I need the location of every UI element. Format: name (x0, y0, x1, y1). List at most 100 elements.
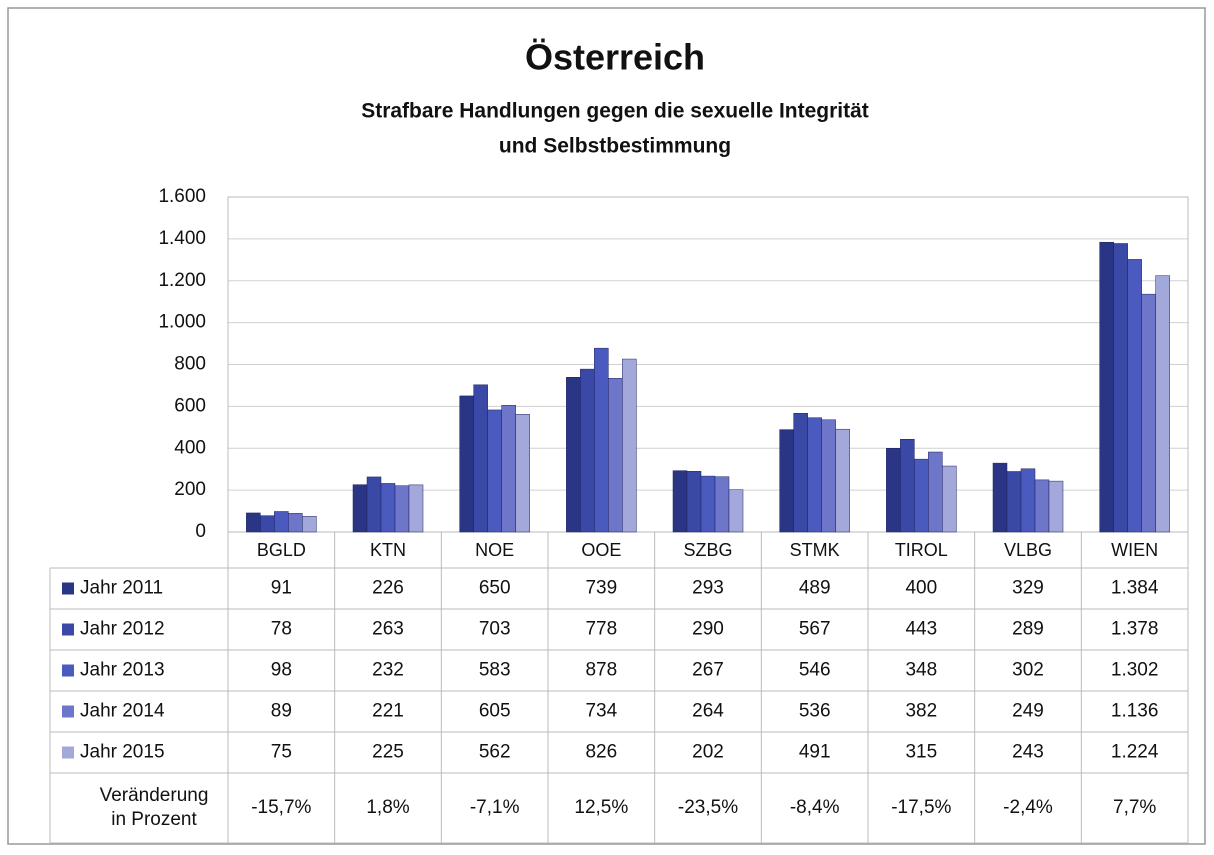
y-tick-label: 800 (174, 354, 206, 375)
bar (515, 414, 530, 533)
bar (1141, 293, 1156, 533)
table-cell: -17,5% (891, 797, 951, 818)
table-cell: 567 (799, 619, 831, 640)
table-cell: 382 (905, 701, 937, 722)
bar (900, 438, 915, 533)
table-cell: 290 (692, 619, 724, 640)
table-cell: 703 (479, 619, 511, 640)
x-tick-label: OOE (581, 540, 621, 560)
bar (807, 417, 822, 533)
y-tick-label: 0 (195, 521, 206, 542)
y-tick-label: 600 (174, 395, 206, 416)
table-cell: 650 (479, 578, 511, 599)
bar (886, 448, 901, 533)
table-cell: 226 (372, 578, 404, 599)
table-cell: 225 (372, 742, 404, 763)
table-cell: -23,5% (678, 797, 738, 818)
bar (260, 515, 275, 533)
bar (580, 368, 595, 533)
bar (366, 476, 382, 533)
y-tick-label: 400 (174, 437, 206, 458)
table-cell: 739 (585, 578, 617, 599)
table-cell: 12,5% (574, 797, 628, 818)
x-tick-label: NOE (475, 540, 514, 560)
bar (1099, 241, 1114, 533)
bar (928, 451, 943, 533)
table-cell: 249 (1012, 701, 1044, 722)
chart-subtitle: Strafbare Handlungen gegen die sexuelle … (361, 100, 869, 123)
x-tick-label: SZBG (683, 540, 732, 560)
table-cell: 1.384 (1111, 578, 1159, 599)
table-cell: 91 (271, 578, 292, 599)
table-cell: 546 (799, 660, 831, 681)
table-cell: 293 (692, 578, 724, 599)
legend-swatch (62, 582, 74, 595)
bar (1127, 259, 1142, 533)
bar (1155, 275, 1170, 533)
bar (473, 384, 488, 533)
bar (779, 429, 794, 533)
table-cell: 348 (905, 660, 937, 681)
legend-label: Jahr 2015 (80, 742, 165, 763)
bar (821, 419, 836, 533)
x-tick-label: KTN (370, 540, 406, 560)
bar (686, 471, 702, 533)
legend-swatch (62, 623, 74, 636)
table-cell: 7,7% (1113, 797, 1156, 818)
table-cell: 826 (585, 742, 617, 763)
y-tick-label: 1.200 (158, 270, 206, 291)
y-tick-label: 1.600 (158, 186, 206, 207)
bar (487, 409, 502, 533)
table-cell: 202 (692, 742, 724, 763)
table-cell: -2,4% (1003, 797, 1053, 818)
bar (380, 483, 396, 533)
table-cell: 78 (271, 619, 292, 640)
table-cell: 491 (799, 742, 831, 763)
table-cell: 1.302 (1111, 660, 1159, 681)
table-cell: 289 (1012, 619, 1044, 640)
y-tick-label: 1.400 (158, 228, 206, 249)
bar (914, 458, 929, 533)
bar (992, 462, 1008, 533)
table-cell: 263 (372, 619, 404, 640)
table-cell: 778 (585, 619, 617, 640)
table-cell: 267 (692, 660, 724, 681)
legend-label: Jahr 2013 (80, 660, 165, 681)
legend-label: Jahr 2011 (80, 578, 163, 599)
table-cell: 400 (905, 578, 937, 599)
table-cell: 1.378 (1111, 619, 1159, 640)
bar (408, 484, 424, 533)
bar (1006, 471, 1022, 533)
x-tick-label: VLBG (1004, 540, 1052, 560)
table-cell: 329 (1012, 578, 1044, 599)
bar (714, 476, 730, 533)
table-cell: 605 (479, 701, 511, 722)
table-cell: 221 (372, 701, 404, 722)
bar (728, 489, 744, 533)
legend-label: Jahr 2014 (80, 701, 165, 722)
legend-swatch (62, 664, 74, 677)
row-label: Veränderung in Prozent (100, 785, 209, 830)
bar (501, 405, 516, 533)
table-cell: 264 (692, 701, 724, 722)
bar (672, 470, 688, 533)
bar (594, 347, 609, 533)
legend-swatch (62, 746, 74, 759)
bar (1113, 243, 1128, 533)
table-cell: 734 (585, 701, 617, 722)
table-cell: 536 (799, 701, 831, 722)
bar (352, 484, 368, 533)
bar (394, 485, 410, 533)
bar (1048, 480, 1064, 533)
table-cell: -8,4% (790, 797, 840, 818)
table-cell: 583 (479, 660, 511, 681)
table-cell: 1.136 (1111, 701, 1159, 722)
table-cell: 443 (905, 619, 937, 640)
x-tick-label: TIROL (895, 540, 948, 560)
y-tick-label: 1.000 (158, 312, 206, 333)
bar (274, 511, 289, 533)
y-tick-label: 200 (174, 479, 206, 500)
bar (288, 513, 303, 533)
table-cell: 315 (905, 742, 937, 763)
